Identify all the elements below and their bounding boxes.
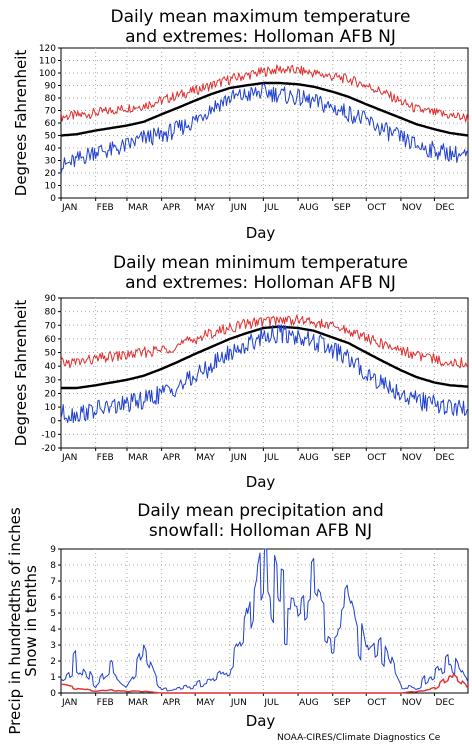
- chart3-title-line-2: snowfall: Holloman AFB NJ: [149, 521, 372, 541]
- chart1-xtick-label-dec: DEC: [435, 203, 454, 213]
- chart1-xtick-label-may: MAY: [196, 203, 215, 213]
- chart2-ytick-label: -20: [41, 444, 56, 454]
- chart1-series-max-extreme: [60, 64, 469, 123]
- chart2-xtick-label-aug: AUG: [299, 453, 319, 463]
- chart3-ytick-label: 6: [50, 593, 56, 603]
- chart1-ytick-label: 110: [39, 57, 56, 67]
- chart2-xlabel: Day: [246, 473, 276, 491]
- chart3-plot-area: [60, 548, 469, 694]
- chart3-ytick-label: 1: [50, 673, 56, 683]
- chart1-ytick-label: 120: [39, 44, 56, 54]
- chart3-xtick-label-aug: AUG: [299, 698, 319, 708]
- chart3-ytick-label: 5: [50, 609, 56, 619]
- chart2-ytick-label: 90: [45, 294, 57, 304]
- chart2-xtick-label-may: MAY: [196, 453, 215, 463]
- chart3-xtick-label-dec: DEC: [435, 698, 454, 708]
- chart1-xlabel: Day: [246, 224, 276, 242]
- chart1-xtick-label-aug: AUG: [299, 203, 319, 213]
- chart1-xtick-label-jan: JAN: [61, 203, 77, 213]
- chart1-ytick-label: 90: [45, 82, 57, 92]
- chart3-ylabel-1: Precip in hundredths of inches: [6, 507, 24, 734]
- chart3-xtick-label-jan: JAN: [61, 698, 77, 708]
- chart1-plot-area: [60, 47, 469, 199]
- chart2-ytick-label: 30: [45, 376, 57, 386]
- chart1-ytick-label: 10: [45, 182, 57, 192]
- chart2-title-line-2: and extremes: Holloman AFB NJ: [125, 273, 396, 293]
- chart1-xtick-label-oct: OCT: [367, 203, 386, 213]
- chart3-ytick-label: 7: [50, 577, 56, 587]
- chart2-ytick-label: 40: [45, 362, 57, 372]
- chart1-series-mean: [60, 81, 469, 137]
- chart1-xtick-label-jun: JUN: [230, 203, 247, 213]
- chart3-ytick-label: 4: [50, 625, 56, 635]
- chart3-xtick-label-jul: JUL: [263, 698, 278, 708]
- chart3-ytick-label: 2: [50, 657, 56, 667]
- chart2-ytick-label: 10: [45, 403, 57, 413]
- chart2-xtick-label-sep: SEP: [334, 453, 351, 463]
- credit-text: NOAA-CIRES/Climate Diagnostics Ce: [277, 733, 441, 743]
- chart2-series-mean: [60, 325, 469, 390]
- chart2-ytick-label: -10: [41, 430, 56, 440]
- chart3-ytick-label: 8: [50, 561, 56, 571]
- chart2-xtick-label-jun: JUN: [230, 453, 247, 463]
- chart1-ytick-label: 100: [39, 69, 56, 79]
- chart2-xtick-label-jul: JUL: [263, 453, 278, 463]
- chart2-xtick-label-dec: DEC: [435, 453, 454, 463]
- chart1-title-line-1: Daily mean maximum temperature: [111, 7, 411, 27]
- chart1-ytick-label: 70: [45, 107, 57, 117]
- chart1-title-line-2: and extremes: Holloman AFB NJ: [125, 27, 396, 47]
- chart1-xtick-label-feb: FEB: [97, 203, 114, 213]
- chart1-ytick-label: 50: [45, 132, 57, 142]
- chart1-ytick-label: 40: [45, 144, 57, 154]
- chart2-series-min-extreme: [60, 324, 469, 423]
- chart3-xtick-label-feb: FEB: [97, 698, 114, 708]
- chart3-ytick-label: 9: [50, 545, 56, 555]
- chart3-xtick-label-sep: SEP: [334, 698, 351, 708]
- chart3-xtick-label-mar: MAR: [128, 698, 148, 708]
- chart1-xtick-label-jul: JUL: [263, 203, 278, 213]
- chart3-xtick-label-may: MAY: [196, 698, 215, 708]
- chart1-xtick-label-apr: APR: [163, 203, 181, 213]
- chart3-ytick-label: 3: [50, 641, 56, 651]
- chart2-ytick-label: 70: [45, 321, 57, 331]
- chart3-xtick-label-oct: OCT: [367, 698, 386, 708]
- chart2-xtick-label-nov: NOV: [402, 453, 423, 463]
- chart3-title-line-1: Daily mean precipitation and: [137, 501, 384, 521]
- chart1-xtick-label-nov: NOV: [402, 203, 423, 213]
- chart3-ytick-label: 0: [50, 689, 56, 699]
- chart1-ylabel-1: Degrees Fahrenheit: [12, 50, 30, 197]
- chart3-xtick-label-jun: JUN: [230, 698, 247, 708]
- chart2-xtick-label-oct: OCT: [367, 453, 386, 463]
- chart1-xtick-label-sep: SEP: [334, 203, 351, 213]
- chart2-xtick-label-jan: JAN: [61, 453, 77, 463]
- chart1-xtick-label-mar: MAR: [128, 203, 148, 213]
- chart3-xlabel: Day: [246, 712, 276, 730]
- chart1-ytick-label: 60: [45, 119, 57, 129]
- chart2-ytick-label: 0: [50, 417, 56, 427]
- chart2-title-line-1: Daily mean minimum temperature: [113, 253, 408, 273]
- chart2-xtick-label-mar: MAR: [128, 453, 148, 463]
- chart1-ytick-label: 80: [45, 94, 57, 104]
- chart2-ytick-label: 20: [45, 389, 57, 399]
- chart2-series-max-extreme: [60, 314, 469, 369]
- chart2-ytick-label: 60: [45, 335, 57, 345]
- chart3-xtick-label-apr: APR: [163, 698, 181, 708]
- chart3-series-precip: [60, 548, 469, 692]
- chart1-ytick-label: 20: [45, 169, 57, 179]
- chart2-xtick-label-apr: APR: [163, 453, 181, 463]
- chart2-ylabel-1: Degrees Fahrenheit: [12, 300, 30, 447]
- chart3-series-snow: [60, 673, 469, 694]
- chart3-ylabel-2: Snow in tenths: [22, 565, 40, 677]
- chart1-series-min-extreme: [60, 82, 469, 175]
- chart2-xtick-label-feb: FEB: [97, 453, 114, 463]
- chart2-ytick-label: 50: [45, 349, 57, 359]
- chart1-ytick-label: 30: [45, 157, 57, 167]
- chart2-plot-area: [60, 297, 469, 449]
- chart1-ytick-label: 0: [50, 194, 56, 204]
- chart2-ytick-label: 80: [45, 308, 57, 318]
- chart3-xtick-label-nov: NOV: [402, 698, 423, 708]
